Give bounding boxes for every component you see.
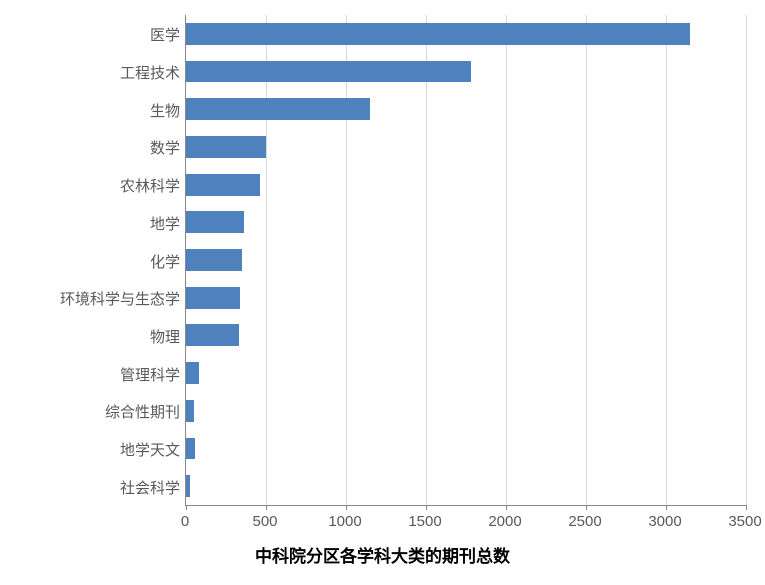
x-tick <box>186 505 187 510</box>
x-tick <box>746 505 747 510</box>
y-category-label: 生物 <box>150 100 180 121</box>
chart-container: 医学工程技术生物数学农林科学地学化学环境科学与生态学物理管理科学综合性期刊地学天… <box>0 0 765 585</box>
bar <box>186 249 242 271</box>
gridline <box>506 15 507 505</box>
x-tick <box>666 505 667 510</box>
bar <box>186 174 260 196</box>
x-tick <box>266 505 267 510</box>
y-category-label: 社会科学 <box>120 477 180 498</box>
y-category-label: 物理 <box>150 326 180 347</box>
gridline <box>586 15 587 505</box>
bar <box>186 136 266 158</box>
x-tick-label: 2500 <box>568 513 601 530</box>
y-category-label: 数学 <box>150 137 180 158</box>
gridline <box>426 15 427 505</box>
chart-caption: 中科院分区各学科大类的期刊总数 <box>0 542 765 567</box>
x-tick <box>346 505 347 510</box>
y-category-label: 环境科学与生态学 <box>60 288 180 309</box>
x-tick <box>426 505 427 510</box>
bar <box>186 400 194 422</box>
x-tick-label: 3000 <box>648 513 681 530</box>
y-category-label: 管理科学 <box>120 364 180 385</box>
y-category-label: 地学天文 <box>120 439 180 460</box>
x-tick-label: 1500 <box>408 513 441 530</box>
x-tick-label: 500 <box>252 513 277 530</box>
x-tick-label: 3500 <box>728 513 761 530</box>
bar <box>186 287 240 309</box>
gridline <box>266 15 267 505</box>
y-category-label: 工程技术 <box>120 62 180 83</box>
bar <box>186 61 471 83</box>
y-category-label: 化学 <box>150 251 180 272</box>
bar <box>186 211 244 233</box>
gridline <box>746 15 747 505</box>
bar <box>186 475 190 497</box>
plot-area <box>185 15 746 506</box>
gridline <box>346 15 347 505</box>
y-category-label: 地学 <box>150 213 180 234</box>
gridline <box>666 15 667 505</box>
bar <box>186 324 239 346</box>
x-tick-label: 2000 <box>488 513 521 530</box>
x-tick <box>586 505 587 510</box>
bar <box>186 98 370 120</box>
y-category-label: 医学 <box>150 24 180 45</box>
x-tick-label: 1000 <box>328 513 361 530</box>
y-category-label: 农林科学 <box>120 175 180 196</box>
x-tick-label: 0 <box>181 513 189 530</box>
bar <box>186 23 690 45</box>
bar <box>186 438 195 460</box>
bar <box>186 362 199 384</box>
x-tick <box>506 505 507 510</box>
y-category-label: 综合性期刊 <box>105 401 180 422</box>
